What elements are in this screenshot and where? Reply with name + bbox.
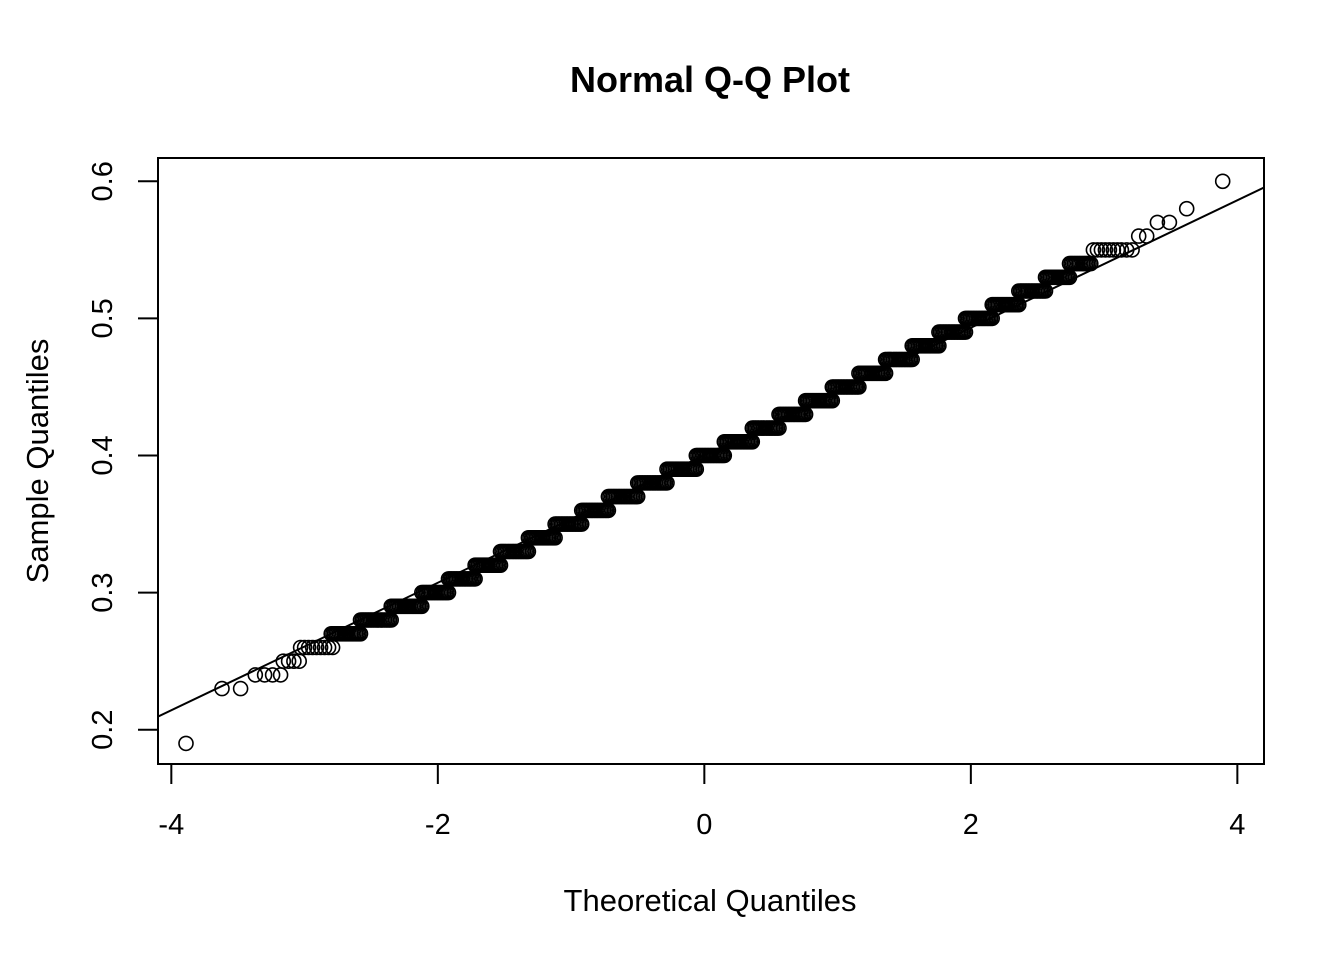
data-point xyxy=(264,667,281,683)
data-point xyxy=(1138,228,1155,244)
data-point xyxy=(1178,200,1195,217)
data-point xyxy=(1089,242,1106,258)
x-tick-label: 0 xyxy=(696,809,712,841)
x-axis: -4 -2 0 2 4 xyxy=(158,763,1245,841)
data-point xyxy=(1161,214,1178,231)
data-point xyxy=(178,735,194,752)
data-point xyxy=(1097,242,1114,258)
points-layer xyxy=(178,173,1231,752)
data-point xyxy=(232,680,249,697)
y-tick-label: 0.6 xyxy=(87,161,119,201)
data-point xyxy=(272,667,289,683)
x-tick-label: 2 xyxy=(963,809,979,841)
x-tick-label: -4 xyxy=(158,809,184,841)
data-point xyxy=(1101,242,1118,258)
y-tick-label: 0.5 xyxy=(87,298,119,338)
x-tick-label: 4 xyxy=(1229,809,1245,841)
data-point xyxy=(1130,228,1147,244)
chart-title: Normal Q-Q Plot xyxy=(570,59,850,100)
y-tick-label: 0.2 xyxy=(87,710,119,750)
data-point xyxy=(1118,242,1135,258)
data-point xyxy=(1093,242,1110,258)
y-tick-label: 0.3 xyxy=(87,572,119,612)
data-point xyxy=(286,653,302,670)
data-point xyxy=(1113,242,1130,258)
y-axis: 0.2 0.3 0.4 0.5 0.6 xyxy=(87,161,159,750)
data-point xyxy=(300,639,317,656)
data-point xyxy=(280,653,297,670)
y-axis-label: Sample Quantiles xyxy=(20,339,55,584)
data-point xyxy=(296,639,313,656)
data-point xyxy=(1149,214,1166,231)
data-point xyxy=(316,639,333,656)
data-point xyxy=(1214,173,1231,190)
data-point xyxy=(1085,242,1102,258)
data-point xyxy=(275,653,292,670)
data-point xyxy=(308,639,325,656)
x-tick-label: -2 xyxy=(425,809,451,841)
x-axis-label: Theoretical Quantiles xyxy=(564,883,857,918)
data-point xyxy=(292,639,309,656)
data-point xyxy=(1124,242,1140,258)
data-point xyxy=(312,639,329,656)
data-point xyxy=(247,667,264,683)
data-point xyxy=(256,667,273,683)
data-point xyxy=(214,680,230,697)
data-point xyxy=(304,639,321,656)
y-tick-label: 0.4 xyxy=(87,435,119,475)
